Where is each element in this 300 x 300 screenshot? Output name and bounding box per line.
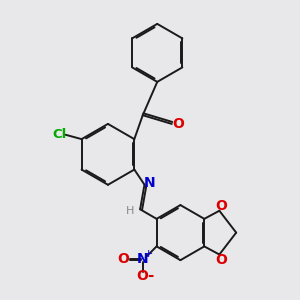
Text: N: N: [144, 176, 155, 190]
Text: O: O: [172, 117, 184, 131]
Text: Cl: Cl: [53, 128, 67, 141]
Text: +: +: [144, 249, 153, 259]
Text: H: H: [126, 206, 134, 216]
Text: O: O: [215, 253, 227, 267]
Text: O: O: [137, 269, 148, 283]
Text: -: -: [147, 268, 153, 283]
Text: N: N: [137, 252, 148, 266]
Text: O: O: [117, 252, 129, 266]
Text: O: O: [215, 199, 227, 212]
